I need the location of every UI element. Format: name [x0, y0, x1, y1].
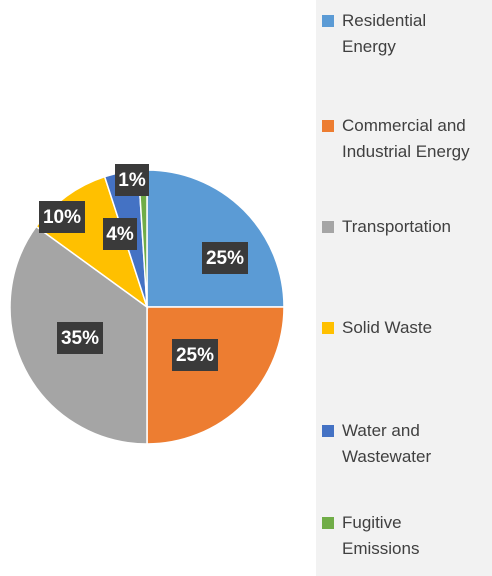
data-label-box	[57, 322, 103, 354]
legend-swatch	[322, 15, 334, 27]
legend-entry: Commercial and Industrial Energy	[322, 113, 490, 165]
data-label-box	[103, 218, 137, 250]
data-label-box	[202, 242, 248, 274]
legend-swatch	[322, 221, 334, 233]
legend-entry: Water and Wastewater	[322, 418, 490, 470]
legend-label: Commercial and Industrial Energy	[342, 116, 470, 161]
pie-slice	[146, 306, 285, 445]
data-label: 35%	[61, 328, 99, 349]
legend-label: Transportation	[342, 217, 451, 236]
legend-label: Solid Waste	[342, 318, 433, 337]
legend-swatch	[322, 425, 334, 437]
legend-swatch	[322, 120, 334, 132]
legend-label: Water and Wastewater	[342, 421, 432, 466]
data-label: 1%	[118, 170, 146, 191]
pie-chart: 25% 25% 35% 10% 4% 1%	[9, 164, 285, 445]
pie-slice	[146, 169, 285, 308]
legend-entry: Transportation	[322, 214, 490, 240]
data-label-box	[172, 339, 218, 371]
data-label-box	[39, 201, 85, 233]
legend-entry: Solid Waste	[322, 315, 490, 341]
data-label: 10%	[43, 207, 81, 228]
legend-label: Residential Energy	[342, 11, 427, 56]
data-label: 25%	[206, 248, 244, 269]
legend: Residential Energy Commercial and Industr…	[316, 0, 492, 576]
data-label: 25%	[176, 345, 214, 366]
legend-swatch	[322, 517, 334, 529]
data-label: 4%	[106, 224, 134, 245]
legend-swatch	[322, 322, 334, 334]
legend-label: Fugitive Emissions	[342, 513, 420, 558]
legend-entry: Residential Energy	[322, 8, 490, 60]
data-label-box	[115, 164, 149, 196]
legend-entry: Fugitive Emissions	[322, 510, 490, 562]
